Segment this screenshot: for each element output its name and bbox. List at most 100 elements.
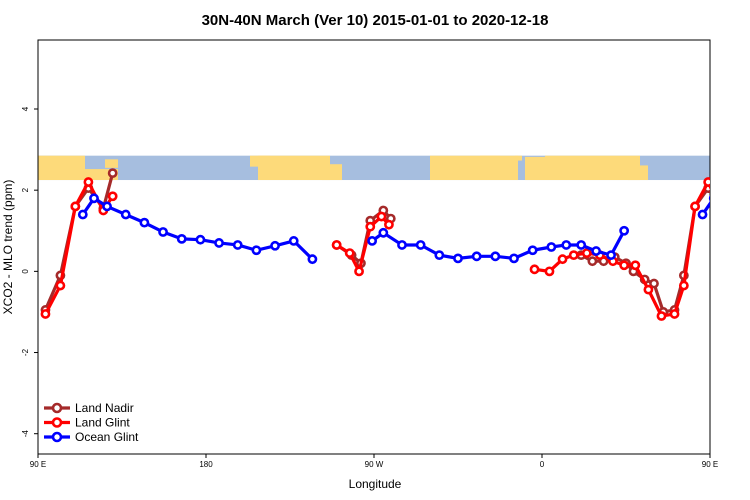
legend-item: Land Nadir	[44, 401, 134, 415]
map-land-8	[515, 155, 522, 161]
data-point	[107, 168, 118, 179]
data-point	[606, 250, 616, 261]
data-point	[561, 240, 572, 250]
data-point	[70, 201, 81, 212]
map-land-0	[38, 155, 85, 181]
series-line	[81, 196, 314, 261]
data-point	[40, 309, 51, 319]
legend-item: Land Glint	[44, 416, 130, 430]
data-point	[434, 250, 445, 261]
data-point	[591, 246, 602, 256]
y-tick-label: -4	[21, 430, 30, 438]
data-point	[649, 278, 659, 289]
series-line	[43, 172, 115, 311]
data-point	[568, 250, 579, 261]
data-point	[376, 211, 387, 222]
data-point	[581, 248, 592, 258]
x-tick-label: 90 E	[702, 460, 718, 469]
data-point	[331, 240, 342, 250]
legend-item: Ocean Glint	[44, 430, 139, 444]
map-land-2	[105, 159, 118, 168]
series-land-nadir	[40, 168, 740, 317]
data-point	[288, 236, 299, 246]
data-point	[490, 251, 501, 262]
data-point	[367, 236, 378, 246]
data-point	[55, 280, 66, 291]
series-ocean-glint	[77, 193, 630, 265]
data-point	[643, 284, 654, 295]
data-point	[365, 221, 376, 232]
data-point	[195, 234, 206, 245]
legend-label: Land Nadir	[75, 401, 134, 415]
data-point	[708, 195, 710, 202]
data-point	[89, 193, 99, 204]
y-tick-label: -2	[21, 348, 30, 356]
data-point	[214, 238, 224, 248]
data-point	[723, 203, 730, 210]
x-tick-label: 90 W	[365, 460, 384, 469]
data-point	[742, 211, 749, 218]
data-point	[703, 177, 710, 187]
data-point	[176, 233, 187, 244]
data-point	[471, 251, 482, 262]
legend-marker	[51, 402, 63, 414]
chart-title: 30N-40N March (Ver 10) 2015-01-01 to 202…	[202, 12, 549, 29]
data-point	[83, 177, 94, 187]
data-point	[576, 240, 587, 250]
data-point	[669, 309, 680, 319]
legend-label: Land Glint	[75, 416, 130, 430]
y-tick-label: 4	[21, 106, 30, 111]
data-point	[158, 227, 168, 237]
map-land-4	[250, 155, 270, 167]
data-point	[107, 191, 118, 202]
data-point	[139, 217, 150, 228]
legend-marker	[51, 417, 63, 428]
y-tick-label: 2	[21, 187, 30, 192]
y-tick-label: 0	[21, 269, 30, 274]
map-land-10	[545, 155, 640, 181]
y-axis: -4 -2 0 2 4	[21, 106, 38, 437]
data-point	[509, 253, 519, 264]
y-axis-label: XCO2 - MLO trend (ppm)	[1, 180, 15, 315]
data-point	[721, 205, 728, 212]
data-point	[544, 266, 555, 277]
x-tick-label: 0	[540, 460, 545, 469]
map-land-7	[480, 155, 500, 163]
x-tick-label: 180	[199, 460, 213, 469]
x-tick-label: 90 E	[30, 460, 46, 469]
map-land-9	[525, 156, 545, 181]
data-point	[77, 209, 88, 220]
data-point	[619, 260, 630, 271]
data-point	[397, 240, 407, 250]
data-point	[656, 311, 667, 321]
data-point	[546, 242, 557, 252]
x-axis: 90 E 180 90 W 0 90 E	[30, 454, 718, 469]
data-point	[232, 240, 243, 250]
data-point	[690, 201, 700, 212]
world-map-strip	[38, 155, 710, 181]
map-land-6	[430, 155, 518, 181]
series-land-glint	[40, 177, 725, 321]
data-point	[307, 254, 318, 265]
data-point	[697, 209, 708, 220]
data-point	[384, 219, 394, 230]
data-point	[529, 264, 540, 275]
data-point	[120, 209, 131, 220]
series-layer	[40, 168, 749, 321]
x-axis-label: Longitude	[349, 477, 402, 491]
data-point	[587, 256, 598, 267]
legend-label: Ocean Glint	[75, 430, 139, 444]
data-point	[270, 240, 280, 251]
data-point	[527, 245, 538, 256]
data-point	[733, 170, 740, 177]
series-line	[371, 230, 626, 260]
data-point	[415, 240, 426, 250]
data-point	[251, 245, 262, 256]
data-point	[718, 207, 725, 214]
plot-frame	[37, 39, 711, 455]
series-line	[580, 186, 710, 314]
data-point	[453, 253, 463, 264]
series-ocean-glint	[697, 195, 749, 220]
